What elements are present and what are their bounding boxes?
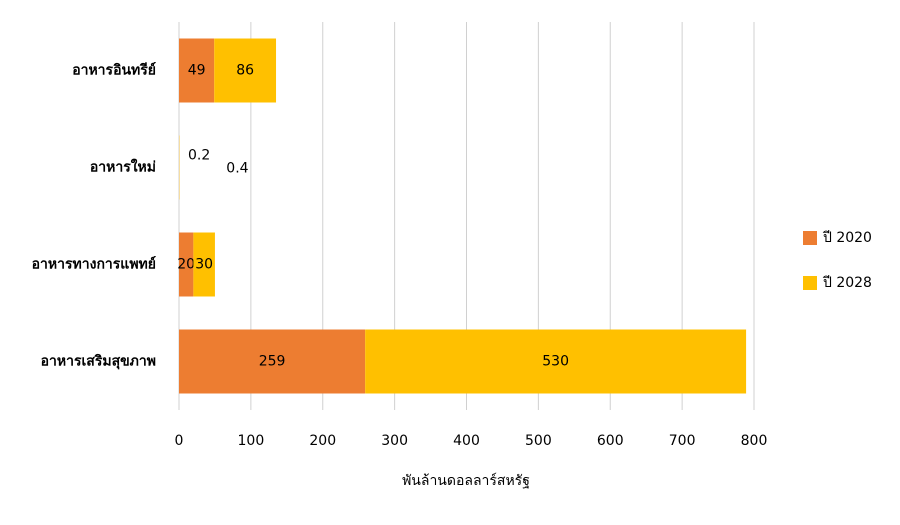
legend-swatch bbox=[803, 231, 817, 245]
bar-segment bbox=[179, 232, 194, 297]
legend-swatch bbox=[803, 276, 817, 290]
data-label: 259 bbox=[259, 354, 286, 370]
x-tick-label: 200 bbox=[309, 433, 336, 449]
data-label: 0.4 bbox=[226, 161, 248, 177]
y-tick-label: อาหารทางการแพทย์ bbox=[32, 256, 156, 273]
y-tick-label: อาหารเสริมสุขภาพ bbox=[41, 354, 156, 370]
x-tick-label: 800 bbox=[741, 433, 768, 449]
bar-segment bbox=[193, 232, 215, 297]
legend-label: ปี 2028 bbox=[823, 275, 872, 291]
x-tick-label: 500 bbox=[525, 433, 552, 449]
legend-label: ปี 2020 bbox=[823, 230, 872, 246]
data-label: 0.2 bbox=[188, 148, 210, 164]
y-tick-label: อาหารใหม่ bbox=[90, 158, 156, 176]
x-tick-label: 300 bbox=[381, 433, 408, 449]
x-axis-label: พันล้านดอลลาร์สหรัฐ bbox=[402, 472, 530, 489]
data-label: 20 bbox=[177, 257, 195, 273]
data-label: 30 bbox=[195, 257, 213, 273]
data-label: 86 bbox=[236, 63, 254, 79]
x-tick-label: 0 bbox=[175, 433, 184, 449]
x-tick-label: 600 bbox=[597, 433, 624, 449]
bar-segment bbox=[214, 38, 277, 103]
bar-segment bbox=[179, 329, 366, 394]
data-label: 49 bbox=[188, 63, 206, 79]
data-label: 530 bbox=[542, 354, 569, 370]
x-tick-label: 400 bbox=[453, 433, 480, 449]
x-tick-label: 700 bbox=[669, 433, 696, 449]
bar-segment bbox=[365, 329, 747, 394]
x-tick-label: 100 bbox=[238, 433, 265, 449]
y-tick-label: อาหารอินทรีย์ bbox=[72, 62, 156, 79]
bar-segment bbox=[179, 38, 215, 103]
